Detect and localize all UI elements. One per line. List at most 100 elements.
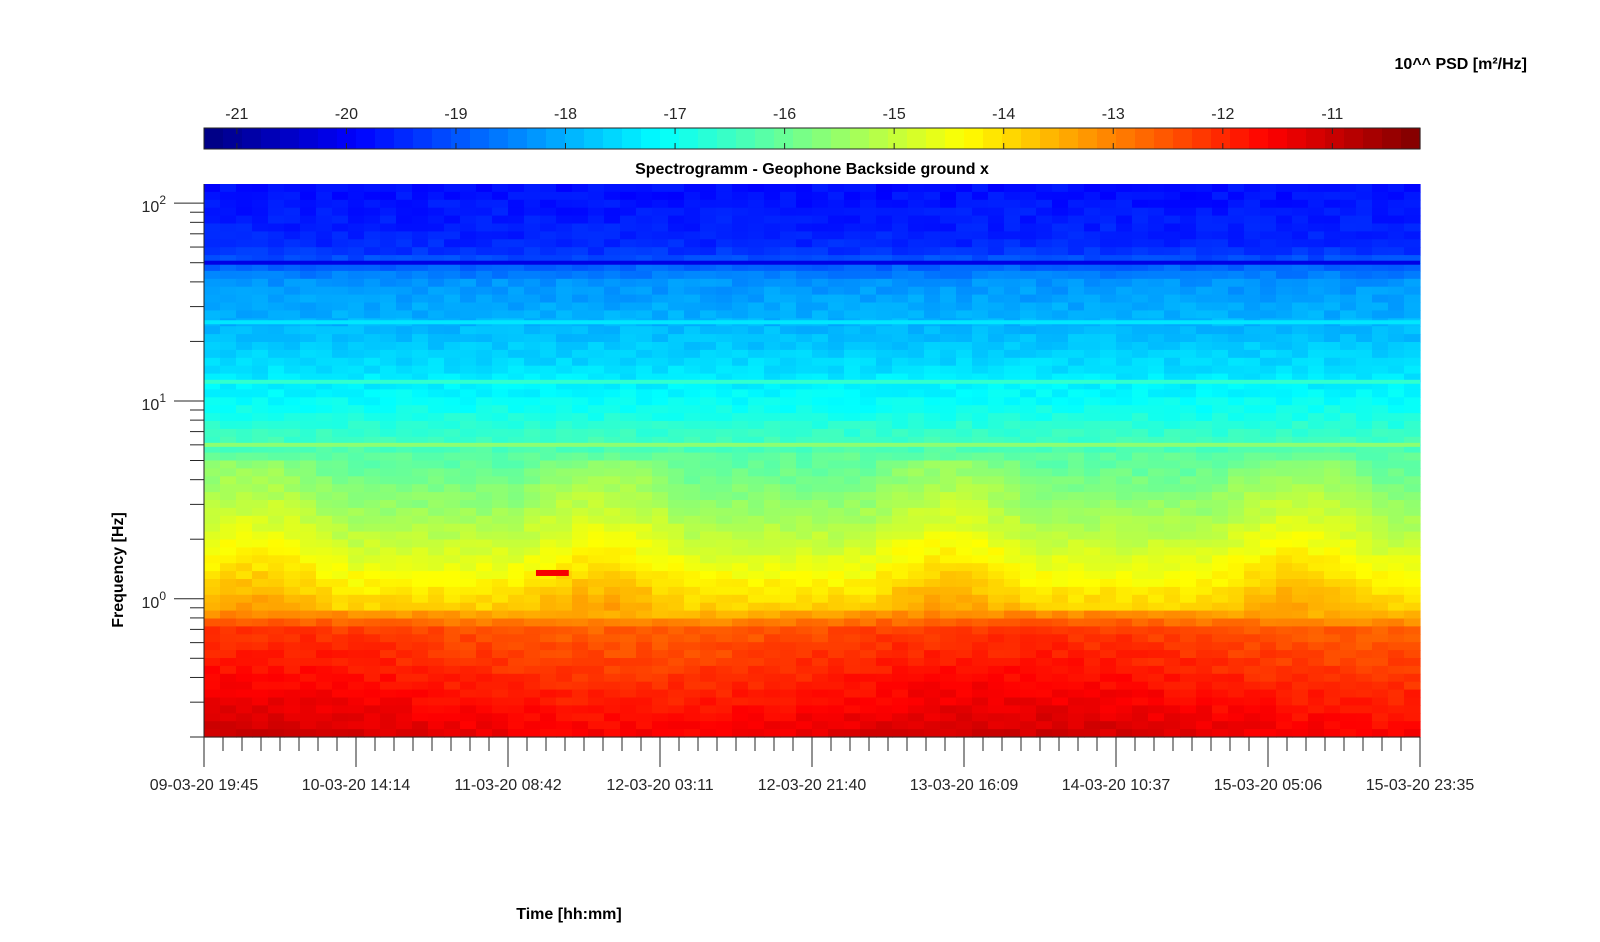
heatmap-cell <box>940 436 957 446</box>
heatmap-cell <box>1276 389 1293 398</box>
heatmap-cell <box>604 342 621 351</box>
heatmap-cell <box>284 207 301 217</box>
heatmap-cell <box>1116 484 1133 493</box>
heatmap-cell <box>748 365 765 375</box>
heatmap-cell <box>636 286 653 296</box>
heatmap-cell <box>748 563 765 572</box>
heatmap-cell <box>1372 428 1389 438</box>
heatmap-cell <box>892 413 909 422</box>
heatmap-cell <box>1052 452 1069 462</box>
heatmap-cell <box>1004 594 1021 604</box>
heatmap-cell <box>204 618 221 627</box>
heatmap-cell <box>1020 610 1037 620</box>
heatmap-cell <box>828 334 845 343</box>
heatmap-cell <box>668 523 685 533</box>
heatmap-cell <box>812 579 829 588</box>
heatmap-cell <box>316 381 333 390</box>
heatmap-cell <box>1132 436 1149 446</box>
heatmap-cell <box>284 270 301 280</box>
heatmap-cell <box>492 634 509 643</box>
heatmap-cell <box>268 397 285 406</box>
heatmap-cell <box>780 381 797 390</box>
heatmap-cell <box>508 421 525 430</box>
colorbar-segment <box>1363 128 1383 149</box>
heatmap-cell <box>636 263 653 272</box>
heatmap-cell <box>1084 263 1101 272</box>
heatmap-cell <box>748 373 765 383</box>
heatmap-cell <box>348 381 365 390</box>
heatmap-cell <box>524 539 541 548</box>
heatmap-cell <box>476 199 493 209</box>
colorbar-segment <box>242 128 262 149</box>
heatmap-cell <box>684 255 701 264</box>
heatmap-cell <box>380 681 397 691</box>
heatmap-cell <box>460 239 477 248</box>
heatmap-cell <box>684 207 701 217</box>
heatmap-cell <box>876 539 893 548</box>
heatmap-cell <box>1052 349 1069 359</box>
heatmap-cell <box>204 302 221 311</box>
heatmap-cell <box>860 563 877 572</box>
heatmap-cell <box>1244 658 1261 667</box>
heatmap-cell <box>460 191 477 201</box>
heatmap-cell <box>828 428 845 438</box>
heatmap-cell <box>348 468 365 477</box>
heatmap-cell <box>636 571 653 580</box>
heatmap-cell <box>268 207 285 217</box>
heatmap-cell <box>492 239 509 248</box>
heatmap-cell <box>524 207 541 217</box>
heatmap-cell <box>380 563 397 572</box>
heatmap-cell <box>1292 610 1309 620</box>
heatmap-cell <box>1148 539 1165 548</box>
heatmap-cell <box>1340 421 1357 430</box>
heatmap-cell <box>1196 602 1213 612</box>
heatmap-cell <box>700 294 717 304</box>
heatmap-cell <box>380 539 397 548</box>
heatmap-cell <box>1340 397 1357 406</box>
heatmap-cell <box>1068 579 1085 588</box>
heatmap-cell <box>1148 642 1165 651</box>
heatmap-cell <box>780 334 797 343</box>
heatmap-cell <box>268 547 285 556</box>
heatmap-cell <box>1004 468 1021 477</box>
heatmap-cell <box>1116 658 1133 667</box>
heatmap-cell <box>380 278 397 288</box>
heatmap-cell <box>268 563 285 572</box>
heatmap-cell <box>428 310 445 319</box>
heatmap-cell <box>364 586 381 596</box>
heatmap-cell <box>444 460 461 469</box>
heatmap-cell <box>348 586 365 596</box>
heatmap-cell <box>348 255 365 264</box>
heatmap-cell <box>604 444 621 454</box>
heatmap-cell <box>524 349 541 359</box>
heatmap-cell <box>316 270 333 280</box>
heatmap-cell <box>252 349 269 359</box>
heatmap-cell <box>444 594 461 604</box>
heatmap-cell <box>1164 618 1181 627</box>
heatmap-cell <box>1324 468 1341 477</box>
heatmap-cell <box>332 650 349 659</box>
heatmap-cell <box>604 263 621 272</box>
heatmap-cell <box>1324 199 1341 209</box>
heatmap-cell <box>1308 405 1325 414</box>
heatmap-cell <box>1356 373 1373 383</box>
heatmap-cell <box>844 373 861 383</box>
heatmap-cell <box>1100 436 1117 446</box>
heatmap-cell <box>1228 594 1245 604</box>
heatmap-cell <box>1036 555 1053 564</box>
heatmap-cell <box>1228 326 1245 335</box>
heatmap-cell <box>876 247 893 256</box>
heatmap-cell <box>412 397 429 406</box>
heatmap-cell <box>252 523 269 533</box>
heatmap-cell <box>940 207 957 217</box>
heatmap-cell <box>1116 665 1133 675</box>
colorbar-tick-label: -21 <box>225 106 248 123</box>
heatmap-cell <box>892 555 909 564</box>
heatmap-cell <box>572 539 589 548</box>
heatmap-cell <box>460 436 477 446</box>
heatmap-cell <box>476 342 493 351</box>
heatmap-cell <box>316 428 333 438</box>
heatmap-cell <box>876 199 893 209</box>
heatmap-cell <box>1196 658 1213 667</box>
heatmap-cell <box>540 405 557 414</box>
